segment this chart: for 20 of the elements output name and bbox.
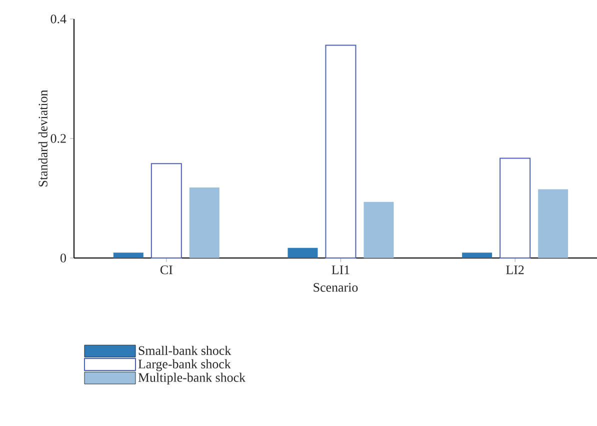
- x-axis-title: Scenario: [314, 283, 358, 292]
- x-tick-label: LI2: [506, 266, 524, 274]
- bar: [462, 252, 492, 258]
- bar: [538, 189, 568, 258]
- bar: [500, 158, 531, 258]
- bar: [113, 252, 144, 258]
- bar: [189, 187, 220, 258]
- legend-label: Multiple-bank shock: [138, 372, 246, 385]
- bar: [364, 202, 394, 258]
- legend-label: Large-bank shock: [138, 359, 231, 372]
- y-axis-title: Standard deviation: [38, 90, 48, 186]
- legend-label: Small-bank shock: [138, 346, 232, 355]
- y-tick-label: 0.4: [50, 14, 66, 24]
- bar: [325, 44, 356, 258]
- y-tick-label: 0: [60, 254, 66, 262]
- bar: [288, 248, 318, 258]
- y-tick-label: 0.2: [50, 134, 66, 143]
- x-tick-label: CI: [160, 266, 172, 274]
- x-tick-label: LI1: [332, 266, 350, 274]
- bar: [150, 163, 182, 258]
